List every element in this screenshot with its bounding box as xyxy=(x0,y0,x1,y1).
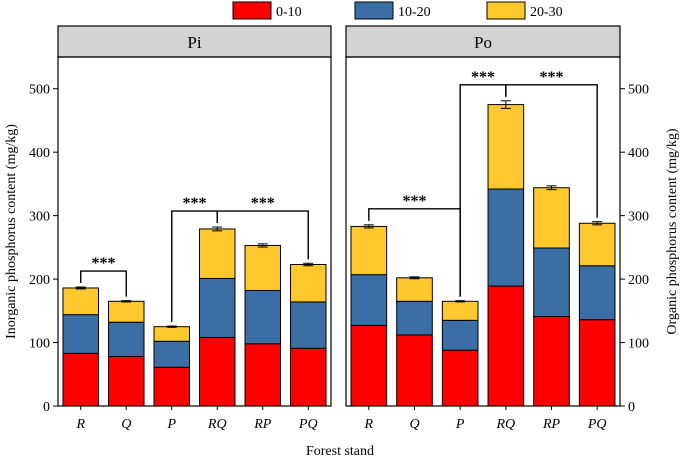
y-tick-label-right-100: 100 xyxy=(628,337,649,352)
bar-Po-R-20-30 xyxy=(350,225,388,276)
legend-label-0-10: 0-10 xyxy=(276,5,302,20)
panel-Po: PoR Q P RQ RP PQ****** *** xyxy=(345,25,621,432)
y-tick-label-right-0: 0 xyxy=(628,400,635,415)
bar-Po-P-10-20 xyxy=(441,319,479,351)
sig-label-Pi-RQ-PQ: *** xyxy=(251,195,275,212)
bar-Pi-RQ-0-10 xyxy=(199,336,236,407)
bar-Pi-RP-10-20 xyxy=(244,290,281,345)
bar-Po-P-20-30 xyxy=(441,300,479,321)
bar-Po-RP-10-20 xyxy=(533,247,570,318)
bar-Po-Q-0-10 xyxy=(396,334,433,407)
bar-Po-R-0-10 xyxy=(350,324,388,407)
x-tick-label-Po-R: R xyxy=(364,417,374,432)
bar-Pi-Q-10-20 xyxy=(108,321,145,358)
bar-Pi-RQ-10-20 xyxy=(199,277,236,338)
x-axis-label: Forest stand xyxy=(306,444,374,459)
panel-frame-Po xyxy=(345,56,621,407)
x-tick-label-Pi-P: P xyxy=(166,417,176,432)
x-tick-label-Pi-Q: Q xyxy=(121,417,131,432)
x-tick-label-Po-Q: Q xyxy=(409,417,419,432)
legend-swatch-0-10 xyxy=(232,1,272,20)
sig-bracket-Po-RQ-PQ xyxy=(505,84,598,218)
x-tick-label-Pi-R: R xyxy=(75,417,85,432)
sig-label-Po-P-RQ: *** xyxy=(471,69,495,86)
panel-header-Po xyxy=(345,25,621,58)
sig-label-Pi-R-Q: *** xyxy=(92,255,116,272)
bar-Pi-R-10-20 xyxy=(62,314,99,354)
sig-label-Po-R-P: *** xyxy=(403,193,427,210)
bar-Po-RQ-10-20 xyxy=(487,188,525,287)
bar-Po-P-0-10 xyxy=(441,349,479,407)
bar-Pi-PQ-20-30 xyxy=(290,263,327,303)
sig-bracket-Pi-RQ-PQ xyxy=(216,210,309,260)
bar-Po-RP-20-30 xyxy=(533,187,570,249)
bar-Pi-RP-20-30 xyxy=(244,244,281,292)
bar-Po-RQ-20-30 xyxy=(487,104,525,190)
panel-frame-Pi xyxy=(57,56,332,407)
y-tick-label-left-200: 200 xyxy=(29,273,50,288)
x-tick-label-Pi-PQ: PQ xyxy=(298,417,318,432)
legend-label-10-20: 10-20 xyxy=(398,5,431,20)
bar-Pi-Q-20-30 xyxy=(108,300,145,323)
x-tick-label-Po-RP: RP xyxy=(542,417,561,432)
bar-Po-PQ-10-20 xyxy=(578,265,616,321)
bar-Pi-RQ-20-30 xyxy=(199,228,236,279)
sig-label-Po-RQ-PQ: *** xyxy=(540,69,564,86)
bar-Pi-Q-0-10 xyxy=(108,356,145,407)
x-tick-label-Pi-RQ: RQ xyxy=(207,417,227,432)
panel-header-Pi xyxy=(57,25,332,58)
bar-Po-Q-20-30 xyxy=(396,277,433,302)
panel-title-Pi: Pi xyxy=(187,33,201,52)
y-tick-label-left-400: 400 xyxy=(29,146,50,161)
y-tick-label-left-500: 500 xyxy=(29,83,50,98)
panel-title-Po: Po xyxy=(474,33,492,52)
bar-Po-PQ-0-10 xyxy=(578,319,616,407)
bar-Pi-P-0-10 xyxy=(153,366,190,407)
sig-label-Pi-P-RQ: *** xyxy=(183,195,207,212)
bar-Pi-R-20-30 xyxy=(62,287,99,316)
bar-Po-R-10-20 xyxy=(350,274,388,326)
y-axis-label-right: Organic phosphorus content (mg/kg) xyxy=(665,128,680,335)
bar-Po-Q-10-20 xyxy=(396,300,433,336)
legend-swatch-20-30 xyxy=(486,1,526,20)
bar-Pi-PQ-0-10 xyxy=(290,347,327,407)
y-tick-label-right-400: 400 xyxy=(628,146,649,161)
bar-Pi-RP-0-10 xyxy=(244,343,281,407)
bar-Po-PQ-20-30 xyxy=(578,222,616,267)
bar-Po-RP-0-10 xyxy=(533,316,570,407)
y-tick-label-right-500: 500 xyxy=(628,83,649,98)
bar-Pi-P-20-30 xyxy=(153,326,190,342)
panel-Pi: PiR Q P RQ RP PQ****** *** xyxy=(57,25,332,432)
y-tick-label-left-300: 300 xyxy=(29,210,50,225)
bar-Pi-R-0-10 xyxy=(62,352,99,407)
x-tick-label-Po-PQ: PQ xyxy=(587,417,607,432)
bar-Po-RQ-0-10 xyxy=(487,285,525,407)
legend-label-20-30: 20-30 xyxy=(530,5,563,20)
y-tick-label-right-300: 300 xyxy=(628,210,649,225)
y-tick-label-left-100: 100 xyxy=(29,337,50,352)
y-tick-label-left-0: 0 xyxy=(43,400,50,415)
bar-Pi-P-10-20 xyxy=(153,340,190,368)
sig-bracket-Pi-R-Q xyxy=(80,270,127,297)
x-tick-label-Pi-RP: RP xyxy=(253,417,272,432)
bar-Pi-PQ-10-20 xyxy=(290,301,327,349)
x-tick-label-Po-P: P xyxy=(455,417,465,432)
x-tick-label-Po-RQ: RQ xyxy=(495,417,515,432)
legend-swatch-10-20 xyxy=(354,1,394,20)
y-axis-label-left: Inorganic phosphorus content (mg/kg) xyxy=(4,124,19,339)
y-tick-label-right-200: 200 xyxy=(628,273,649,288)
